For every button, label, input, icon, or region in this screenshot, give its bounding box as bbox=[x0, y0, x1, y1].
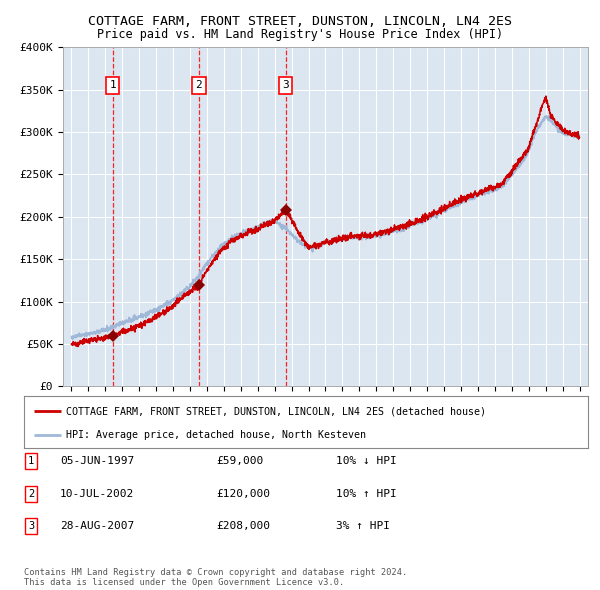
Text: 2: 2 bbox=[28, 489, 34, 499]
Text: 28-AUG-2007: 28-AUG-2007 bbox=[60, 522, 134, 531]
Text: 2: 2 bbox=[196, 80, 202, 90]
Text: 10% ↑ HPI: 10% ↑ HPI bbox=[336, 489, 397, 499]
Text: Contains HM Land Registry data © Crown copyright and database right 2024.
This d: Contains HM Land Registry data © Crown c… bbox=[24, 568, 407, 587]
Text: 10% ↓ HPI: 10% ↓ HPI bbox=[336, 457, 397, 466]
Text: £120,000: £120,000 bbox=[216, 489, 270, 499]
Text: COTTAGE FARM, FRONT STREET, DUNSTON, LINCOLN, LN4 2ES: COTTAGE FARM, FRONT STREET, DUNSTON, LIN… bbox=[88, 15, 512, 28]
Text: Price paid vs. HM Land Registry's House Price Index (HPI): Price paid vs. HM Land Registry's House … bbox=[97, 28, 503, 41]
Text: £59,000: £59,000 bbox=[216, 457, 263, 466]
Text: HPI: Average price, detached house, North Kesteven: HPI: Average price, detached house, Nort… bbox=[66, 431, 366, 440]
Text: 10-JUL-2002: 10-JUL-2002 bbox=[60, 489, 134, 499]
Text: £208,000: £208,000 bbox=[216, 522, 270, 531]
Text: COTTAGE FARM, FRONT STREET, DUNSTON, LINCOLN, LN4 2ES (detached house): COTTAGE FARM, FRONT STREET, DUNSTON, LIN… bbox=[66, 406, 487, 416]
Text: 05-JUN-1997: 05-JUN-1997 bbox=[60, 457, 134, 466]
Text: 1: 1 bbox=[28, 457, 34, 466]
Text: 3% ↑ HPI: 3% ↑ HPI bbox=[336, 522, 390, 531]
Text: 3: 3 bbox=[28, 522, 34, 531]
Text: 3: 3 bbox=[283, 80, 289, 90]
Text: 1: 1 bbox=[109, 80, 116, 90]
